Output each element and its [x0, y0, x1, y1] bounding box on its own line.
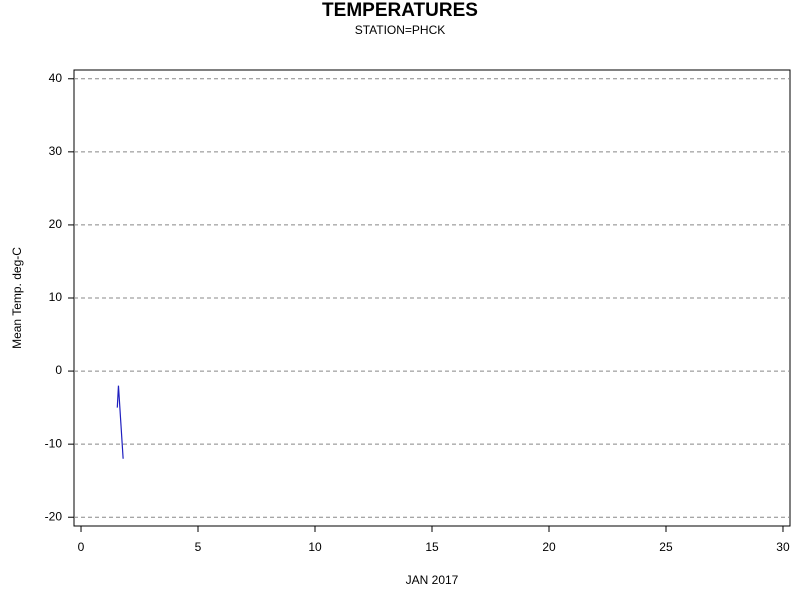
y-tick-label: 40 — [49, 71, 63, 85]
chart-subtitle: STATION=PHCK — [355, 23, 446, 37]
y-tick-label: 0 — [55, 363, 62, 377]
x-tick-label: 25 — [659, 540, 673, 554]
x-tick-label: 0 — [78, 540, 85, 554]
data-line — [116, 385, 124, 459]
y-tick-label: 30 — [49, 144, 63, 158]
x-tick-label: 30 — [776, 540, 790, 554]
y-tick-label: 10 — [49, 290, 63, 304]
x-tick-label: 5 — [195, 540, 202, 554]
y-tick-label: 20 — [49, 217, 63, 231]
y-tick-label: -20 — [45, 509, 63, 523]
x-tick-label: 10 — [308, 540, 322, 554]
x-tick-label: 20 — [542, 540, 556, 554]
x-tick-label: 15 — [425, 540, 439, 554]
y-tick-label: -10 — [45, 436, 63, 450]
chart-title: TEMPERATURES — [322, 0, 478, 21]
x-axis-label: JAN 2017 — [406, 573, 459, 587]
y-axis-label: Mean Temp. deg-C — [10, 247, 24, 349]
